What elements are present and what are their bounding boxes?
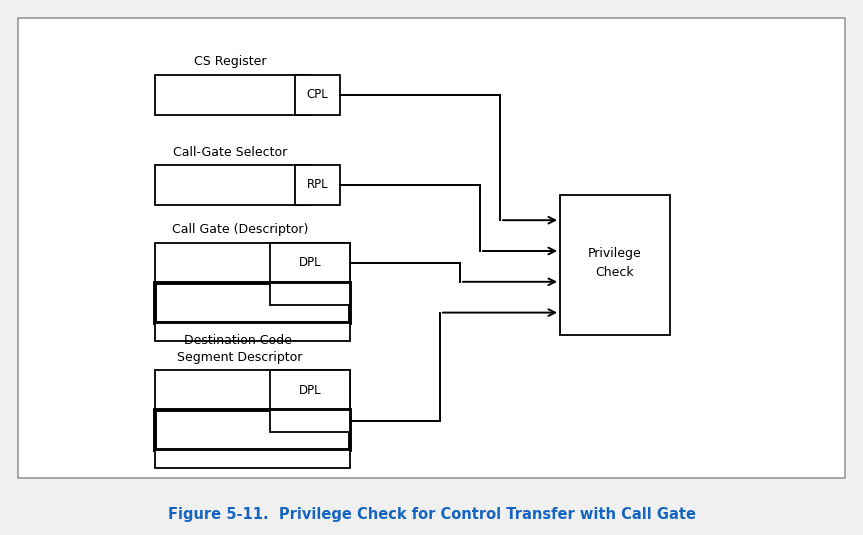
Text: Privilege: Privilege bbox=[588, 247, 642, 259]
Bar bbox=[270, 243, 350, 283]
Bar bbox=[155, 243, 350, 283]
Bar bbox=[295, 75, 340, 115]
Bar bbox=[155, 75, 310, 115]
Text: Figure 5-11.  Privilege Check for Control Transfer with Call Gate: Figure 5-11. Privilege Check for Control… bbox=[167, 508, 696, 523]
Bar bbox=[155, 410, 350, 450]
Bar bbox=[270, 370, 350, 410]
Text: DPL: DPL bbox=[299, 384, 321, 396]
Bar bbox=[270, 410, 350, 432]
Text: Call Gate (Descriptor): Call Gate (Descriptor) bbox=[172, 224, 308, 236]
Bar bbox=[155, 370, 350, 410]
Text: DPL: DPL bbox=[299, 256, 321, 270]
Text: Call-Gate Selector: Call-Gate Selector bbox=[173, 146, 287, 158]
Bar bbox=[155, 323, 350, 341]
Text: Segment Descriptor: Segment Descriptor bbox=[177, 350, 303, 363]
Bar bbox=[155, 450, 350, 468]
Bar bbox=[560, 195, 670, 335]
Bar bbox=[155, 165, 310, 205]
Text: CPL: CPL bbox=[306, 88, 329, 102]
Bar bbox=[295, 165, 340, 205]
Bar bbox=[270, 283, 350, 305]
Text: Check: Check bbox=[595, 266, 634, 279]
Text: Destination Code-: Destination Code- bbox=[184, 334, 296, 348]
FancyBboxPatch shape bbox=[18, 18, 845, 478]
Text: RPL: RPL bbox=[306, 179, 328, 192]
Bar bbox=[155, 283, 350, 323]
Text: CS Register: CS Register bbox=[194, 56, 267, 68]
